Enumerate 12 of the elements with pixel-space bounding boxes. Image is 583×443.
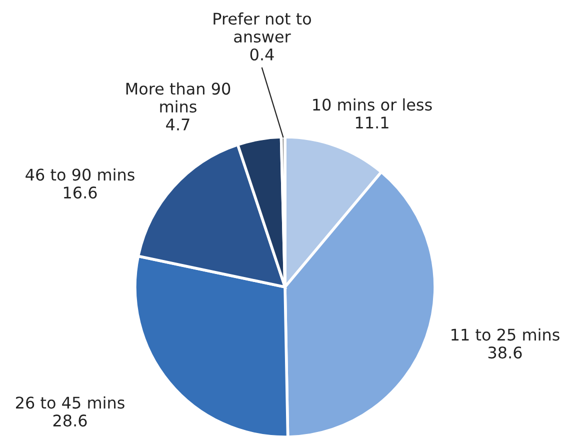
data-label: 11.1 [356,116,388,128]
slice-label: 11 to 25 mins [452,328,560,341]
data-label: 4.7 [166,118,190,130]
data-label: 28.6 [53,414,87,427]
slice-label: Prefer not to answer [214,12,312,43]
slice-label: More than 90 mins [126,82,230,113]
slice-label: 10 mins or less [313,98,432,111]
data-label: 0.4 [250,48,274,61]
slice-label: 46 to 90 mins [26,168,134,181]
slice-label: 26 to 45 mins [16,396,124,409]
data-label: 38.6 [488,346,522,359]
data-label: 16.6 [64,186,97,199]
